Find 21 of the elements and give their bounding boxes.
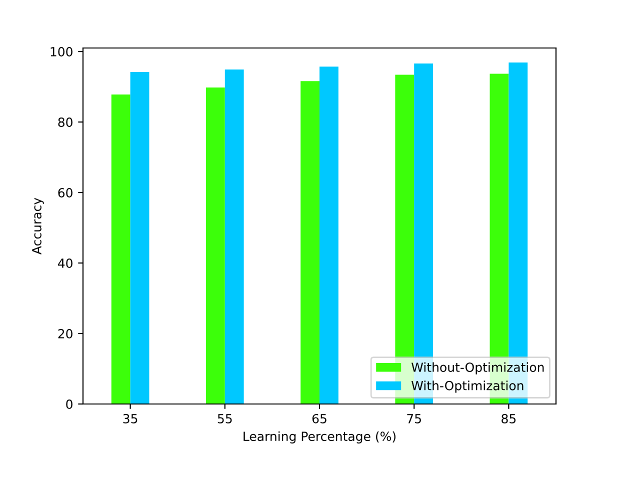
y-tick-label: 40 <box>58 258 72 268</box>
y-tick-label: 0 <box>66 399 72 409</box>
legend-label: Without-Optimization <box>412 362 544 374</box>
x-tick-label: 75 <box>407 414 421 424</box>
x-tick-label: 55 <box>218 414 232 424</box>
x-tick-label: 85 <box>502 414 516 424</box>
bar <box>320 66 338 404</box>
x-axis-title: Learning Percentage (%) <box>244 431 396 444</box>
x-tick-label: 35 <box>123 414 138 424</box>
y-tick-label: 80 <box>58 117 72 127</box>
bar <box>111 94 130 404</box>
bar <box>130 72 150 404</box>
y-tick-label: 20 <box>58 328 72 338</box>
bar <box>300 81 320 404</box>
y-axis-title: Accuracy <box>32 198 44 254</box>
legend-label: With-Optimization <box>412 380 524 393</box>
y-tick-label: 60 <box>58 188 72 198</box>
x-tick-label: 65 <box>312 414 326 424</box>
bar <box>206 87 225 404</box>
bar <box>224 70 244 404</box>
y-tick-label: 100 <box>50 46 72 56</box>
